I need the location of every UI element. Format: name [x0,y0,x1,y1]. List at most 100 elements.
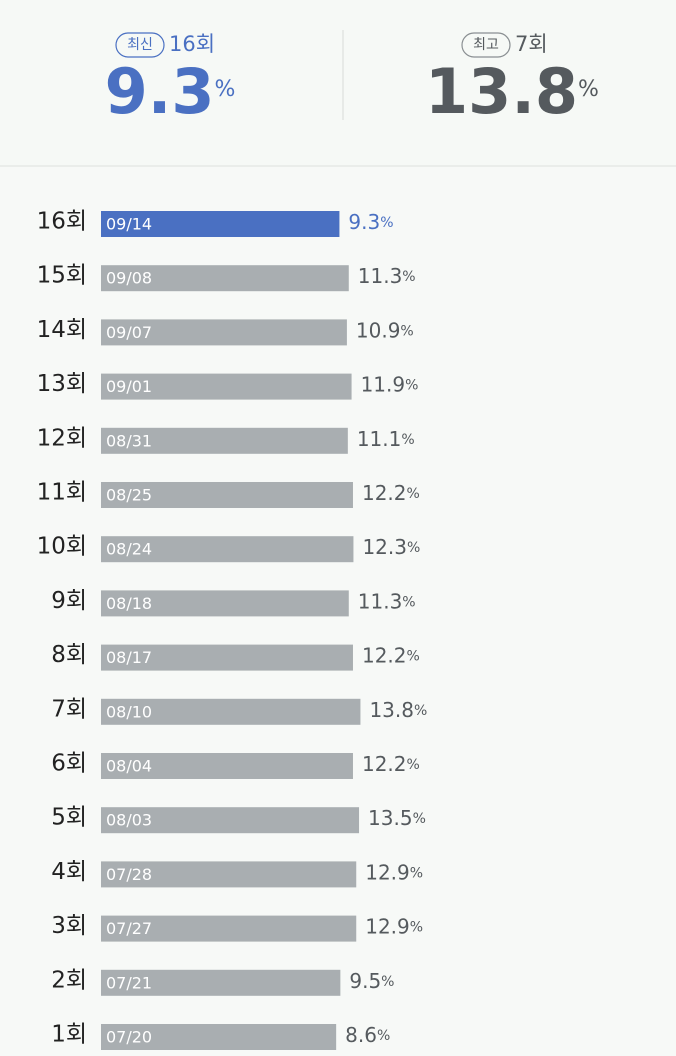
best-rating-unit: % [578,77,599,102]
rating-chart: 16회 09/14 9.3%15회 09/08 11.3%14회 09/07 10.9%13… [37,209,427,1050]
best-rating-value: 13.8 [425,55,578,128]
latest-badge: 최신 [127,37,153,53]
value-label: 8.6% [345,1023,390,1047]
date-label: 08/18 [106,594,152,613]
episode-label: 13회 [37,371,87,397]
value-unit: % [410,865,423,881]
date-label: 07/20 [106,1028,152,1047]
bar [101,861,357,888]
value-number: 12.2 [362,643,407,667]
value-label: 11.1% [357,426,415,450]
value-label: 12.2% [362,481,420,505]
value-unit: % [410,920,423,936]
value-number: 12.9 [365,860,410,884]
date-label: 08/17 [106,648,152,667]
value-number: 11.3 [358,589,403,613]
best-rating: 13.8% [425,55,599,128]
value-unit: % [380,215,393,231]
episode-label: 8회 [51,642,87,668]
value-label: 12.9% [365,860,423,884]
bar [101,915,357,942]
date-label: 07/21 [106,973,152,992]
value-unit: % [407,486,420,502]
bar [101,807,360,834]
date-label: 08/24 [106,540,152,559]
date-label: 07/27 [106,919,152,938]
value-unit: % [381,974,394,990]
value-number: 9.5 [349,968,381,992]
value-unit: % [407,757,420,773]
value-label: 9.3% [348,210,393,234]
value-number: 11.3 [358,264,403,288]
date-label: 08/25 [106,486,152,505]
bar [101,698,361,725]
date-label: 07/28 [106,865,152,884]
value-number: 12.2 [362,752,407,776]
value-label: 11.3% [358,589,416,613]
value-unit: % [402,594,415,610]
date-label: 09/14 [106,215,152,234]
bar [101,969,341,996]
bar [101,1024,337,1050]
value-unit: % [405,378,418,394]
bar [101,482,353,508]
episode-label: 6회 [51,751,87,777]
bar [101,590,349,617]
best-episode: 7회 [515,32,548,56]
best-badge-frame [461,32,511,58]
value-unit: % [407,649,420,665]
value-label: 12.2% [362,643,420,667]
value-label: 11.3% [358,264,416,288]
value-label: 10.9% [356,318,414,342]
date-label: 09/07 [106,323,152,342]
value-number: 13.5 [368,806,413,830]
value-unit: % [414,703,427,719]
latest-rating-value: 9.3 [105,55,215,128]
value-unit: % [377,1028,390,1044]
date-label: 08/04 [106,757,152,776]
value-number: 12.2 [362,481,407,505]
bar [101,427,348,454]
episode-label: 1회 [51,1022,87,1048]
value-unit: % [413,811,426,827]
episode-label: 3회 [51,913,87,939]
bar [101,536,354,563]
value-number: 10.9 [356,318,401,342]
episode-label: 5회 [51,805,87,831]
bar [101,373,352,400]
value-number: 11.1 [357,426,402,450]
episode-label: 2회 [51,967,87,993]
date-label: 08/03 [106,811,152,830]
value-label: 11.9% [361,372,419,396]
episode-label: 14회 [37,317,87,343]
best-badge: 최고 [473,37,499,53]
value-label: 12.2% [362,752,420,776]
latest-rating: 9.3% [105,55,236,128]
episode-label: 10회 [37,534,87,560]
value-number: 12.3 [362,535,407,559]
bar [101,319,347,346]
header-bg [0,0,676,166]
episode-label: 12회 [37,425,87,451]
bar [101,753,353,779]
value-unit: % [407,540,420,556]
value-label: 12.3% [362,535,420,559]
value-unit: % [400,323,413,339]
episode-label: 11회 [37,480,87,506]
date-label: 08/10 [106,702,152,721]
value-number: 8.6 [345,1023,377,1047]
value-label: 13.8% [369,697,427,721]
value-number: 13.8 [369,697,414,721]
date-label: 09/01 [106,377,152,396]
bar [101,265,349,292]
bar [101,211,340,237]
value-number: 11.9 [361,372,406,396]
value-label: 9.5% [349,968,394,992]
date-label: 08/31 [106,431,152,450]
value-label: 13.5% [368,806,426,830]
latest-episode: 16회 [169,32,215,56]
value-unit: % [401,432,414,448]
value-unit: % [402,269,415,285]
episode-label: 16회 [37,209,87,235]
